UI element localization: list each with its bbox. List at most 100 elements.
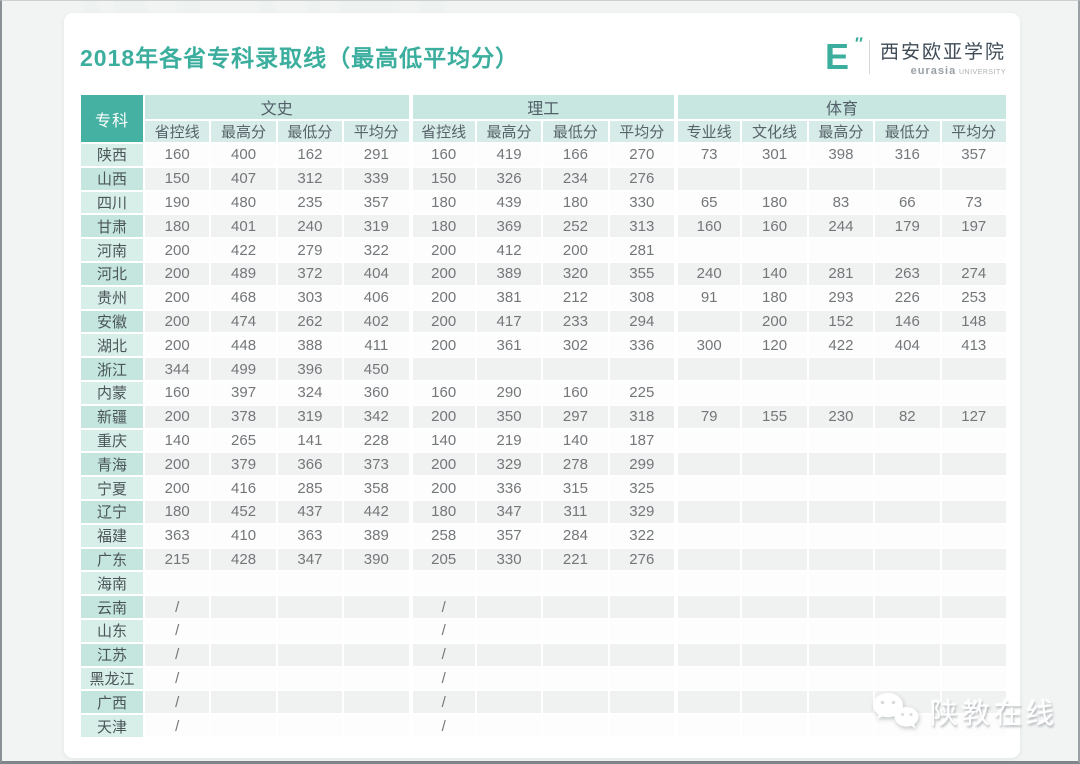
score-cell: 381 xyxy=(476,286,542,309)
score-cell: 281 xyxy=(609,239,674,261)
score-cell: 499 xyxy=(211,358,276,380)
score-cell xyxy=(277,596,343,618)
score-cell xyxy=(676,310,741,333)
score-cell: 265 xyxy=(211,429,276,452)
score-cell: 276 xyxy=(609,548,674,571)
score-cell: 284 xyxy=(543,524,608,547)
score-cell: 230 xyxy=(808,405,874,428)
province-cell: 天津 xyxy=(81,715,143,737)
score-cell: 180 xyxy=(410,215,475,238)
score-cell: 200 xyxy=(145,405,210,428)
province-cell: 贵州 xyxy=(81,286,143,309)
score-cell: 297 xyxy=(543,405,608,428)
score-cell xyxy=(476,572,542,595)
score-cell: 160 xyxy=(145,381,210,404)
score-cell xyxy=(676,239,741,261)
column-header: 最高分 xyxy=(808,121,874,142)
score-cell: 155 xyxy=(742,405,807,428)
score-cell: 200 xyxy=(410,310,475,333)
score-cell: 240 xyxy=(277,215,343,238)
score-cell xyxy=(676,715,741,737)
score-cell xyxy=(808,524,874,547)
score-cell xyxy=(211,667,276,690)
column-header: 最高分 xyxy=(211,121,276,142)
score-cell: 253 xyxy=(941,286,1006,309)
score-cell xyxy=(676,667,741,690)
score-cell: 127 xyxy=(941,405,1006,428)
score-cell: 318 xyxy=(609,405,674,428)
university-sub-bold: eurasia xyxy=(910,65,957,77)
score-cell: / xyxy=(410,596,475,618)
score-cell: / xyxy=(145,691,210,714)
score-cell xyxy=(941,500,1006,523)
column-header: 省控线 xyxy=(410,121,475,142)
university-sub-small: UNIVERSITY xyxy=(958,69,1006,76)
score-cell: 160 xyxy=(742,215,807,238)
ghost-block xyxy=(259,1,275,15)
score-cell: 290 xyxy=(476,381,542,404)
score-cell xyxy=(676,167,741,190)
score-cell: 180 xyxy=(742,286,807,309)
province-cell: 重庆 xyxy=(81,429,143,452)
score-cell: 319 xyxy=(277,405,343,428)
score-cell: 474 xyxy=(211,310,276,333)
score-cell: 400 xyxy=(211,144,276,166)
score-cell: 322 xyxy=(344,239,409,261)
score-cell: 411 xyxy=(344,334,409,357)
column-header: 平均分 xyxy=(609,121,674,142)
score-cell xyxy=(476,643,542,666)
score-cell: 452 xyxy=(211,500,276,523)
score-cell xyxy=(476,667,542,690)
score-cell: 360 xyxy=(344,381,409,404)
score-cell xyxy=(609,358,674,380)
score-cell: 160 xyxy=(145,144,210,166)
score-cell xyxy=(941,167,1006,190)
score-cell: 180 xyxy=(410,500,475,523)
score-cell: 329 xyxy=(476,453,542,476)
score-cell xyxy=(344,572,409,595)
score-cell: 152 xyxy=(808,310,874,333)
score-cell: 312 xyxy=(277,167,343,190)
score-cell xyxy=(875,572,940,595)
score-cell xyxy=(609,572,674,595)
score-cell: 294 xyxy=(609,310,674,333)
score-cell xyxy=(543,667,608,690)
logo-divider xyxy=(868,40,870,74)
score-cell: 73 xyxy=(941,191,1006,214)
score-cell xyxy=(742,239,807,261)
score-cell: 336 xyxy=(609,334,674,357)
score-cell xyxy=(875,167,940,190)
score-cell: 316 xyxy=(875,144,940,166)
score-cell: 311 xyxy=(543,500,608,523)
score-cell: 357 xyxy=(344,191,409,214)
score-cell: / xyxy=(410,667,475,690)
score-cell xyxy=(875,453,940,476)
score-cell: 221 xyxy=(543,548,608,571)
table-row: 甘肃 180 401 240 319 180 369 252 313 160 160 244 179 19… xyxy=(81,215,1006,238)
score-cell xyxy=(875,429,940,452)
province-cell: 湖北 xyxy=(81,334,143,357)
score-cell: 389 xyxy=(476,262,542,285)
score-cell: 302 xyxy=(543,334,608,357)
score-cell xyxy=(609,715,674,737)
score-cell: 285 xyxy=(277,477,343,499)
column-header: 平均分 xyxy=(941,121,1006,142)
score-cell: 366 xyxy=(277,453,343,476)
table-row: 四川 190 480 235 357 180 439 180 330 65 180 83 66 73 xyxy=(81,191,1006,214)
score-cell: / xyxy=(145,596,210,618)
content-card: 2018年各省专科录取线（最高低平均分） E ″ 西安欧亚学院 eurasia … xyxy=(64,13,1020,758)
score-cell: 162 xyxy=(277,144,343,166)
score-cell: 422 xyxy=(808,334,874,357)
table-row: 陕西 160 400 162 291 160 419 166 270 73 301 398 316 357 xyxy=(81,144,1006,166)
score-cell: 480 xyxy=(211,191,276,214)
wechat-icon xyxy=(872,693,919,729)
table-row: 重庆 140 265 141 228 140 219 140 187 xyxy=(81,429,1006,452)
score-cell xyxy=(808,453,874,476)
score-cell xyxy=(609,667,674,690)
score-cell xyxy=(344,691,409,714)
score-cell: 313 xyxy=(609,215,674,238)
score-cell: 291 xyxy=(344,144,409,166)
province-cell: 云南 xyxy=(81,596,143,618)
score-cell: 406 xyxy=(344,286,409,309)
score-cell xyxy=(344,619,409,642)
